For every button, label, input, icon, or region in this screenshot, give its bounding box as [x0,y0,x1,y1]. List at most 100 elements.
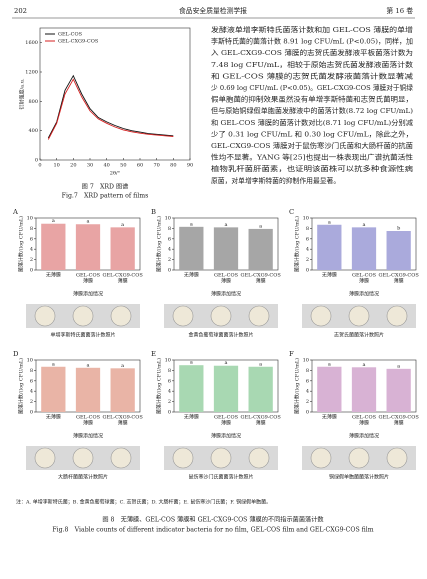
y-axis-label: 菌落计数/(log CFU/mL) [156,358,163,414]
data-line [47,74,174,139]
panel-label: A [12,208,18,216]
y-tick-label: 0 [306,268,309,274]
body-line: 少 0.69 log CFU/mL (P<0.05)。GEL-CXG9-COS … [211,83,413,92]
bar [317,224,342,270]
bar [179,226,204,270]
x-tick-label: 薄膜 [118,278,128,285]
y-axis-label: 菌落计数/(log CFU/mL) [18,358,25,414]
x-tick-label: 10 [53,163,59,169]
petri-dish [210,305,232,327]
y-tick-label: 4 [168,247,171,253]
panel-label: E [151,350,156,358]
photo-caption: 单增李斯特氏菌菌落计数照片 [50,332,115,339]
significance-letter: b [397,226,400,232]
fig7-caption-cn: 图 7 XRD 图谱 [82,183,129,191]
y-tick-label: 2 [168,257,171,263]
bar [179,365,204,412]
y-tick-label: 6 [306,236,309,242]
y-tick-label: 8 [306,226,309,232]
y-tick-label: 8 [30,226,33,232]
x-axis-label: 薄膜添加情况 [211,433,241,440]
x-axis-label: 薄膜添加情况 [211,291,241,298]
petri-dish [34,447,56,469]
x-axis-label: 薄膜添加情况 [349,433,379,440]
x-tick-label: GEL-COS [76,415,101,421]
y-tick-label: 6 [168,378,171,384]
bar [351,367,377,412]
petri-dish [72,305,94,327]
body-line: 发酵液单增李斯特氏菌落计数和加 GEL-COS 薄膜的单增 [211,25,413,34]
petri-dish [386,447,408,469]
bar [248,366,273,412]
significance-letter: a [363,362,366,368]
photo-caption: 鼠伤寒沙门氏菌菌落计数照片 [188,474,253,481]
x-tick-label: 80 [170,163,176,169]
bar [110,368,135,412]
x-tick-label: GEL-COS [76,273,101,279]
body-line: 原菌，对单增李斯特菌的抑制作用最显著。 [211,176,340,185]
significance-letter: a [121,222,124,228]
y-tick-label: 2 [30,399,33,405]
body-line: 和 GEL-COS 薄膜的菌落计数对比(8.71 log CFU/mL)分别减 [211,118,413,127]
body-line: GEL-CXG9-COS 薄膜对于鼠伤寒沙门氏菌和大肠杆菌的抗菌 [211,141,413,150]
page-number: 202 [14,7,27,15]
plot-frame [39,27,191,161]
x-tick-label: 薄膜 [394,278,404,285]
body-line: 假单胞菌的抑制效果虽然没有单增李斯特菌和志贺氏菌明显， [211,95,413,104]
petri-dish [210,447,232,469]
petri-dish [248,305,270,327]
x-tick-label: 20 [70,163,76,169]
x-tick-label: GEL-CXG9-COS [241,415,282,421]
petri-dish [310,305,332,327]
bar [41,366,66,412]
y-tick-label: 10 [303,216,309,222]
x-tick-label: 90 [187,163,193,169]
x-tick-label: 无薄膜 [184,272,199,279]
y-tick-label: 10 [165,216,171,222]
x-tick-label: 薄膜 [256,278,266,285]
y-tick-label: 4 [30,389,33,395]
y-tick-label: 4 [30,247,33,253]
significance-letter: a [363,222,366,228]
y-axis-label: 菌落计数/(log CFU/mL) [18,216,25,272]
x-tick-label: GEL-CXG9-COS [103,273,144,279]
bar [41,223,66,270]
x-tick-label: GEL-COS [352,273,377,279]
fig8-caption-cn: 图 8 无薄膜、GEL-COS 薄膜和 GEL-CXG9-COS 薄膜的不同指示… [102,516,324,524]
x-tick-label: 薄膜 [83,278,93,285]
y-tick-label: 4 [306,389,309,395]
legend-label: GEL-CXG9-COS [58,39,99,45]
significance-letter: a [397,363,400,369]
y-tick-label: 0 [168,268,171,274]
x-tick-label: 0 [38,163,41,169]
x-tick-label: GEL-COS [352,415,377,421]
y-tick-label: 4 [306,247,309,253]
y-tick-label: 8 [306,368,309,374]
body-line: 植物乳杆菌肝菌素，也证明该菌株可以抗多种食源性病 [211,164,413,173]
y-tick-label: 6 [168,236,171,242]
y-tick-label: 4 [168,389,171,395]
panel-label: D [13,350,19,358]
photo-caption: 志贺氏菌菌落计数照片 [334,332,384,339]
photo-caption: 金黄色葡萄球菌菌落计数照片 [188,332,253,339]
petri-dish [110,447,132,469]
data-line [47,78,174,140]
legend-label: GEL-COS [58,32,83,38]
x-tick-label: 薄膜 [394,420,404,427]
y-tick-label: 2 [168,399,171,405]
body-line: 7.48 log CFU/mL，相较于原始志贺氏菌发酵液菌落计数 [211,60,413,69]
x-axis-label: 薄膜添加情况 [349,291,379,298]
body-line: 少了 0.31 log CFU/mL 和 0.30 log CFU/mL，除此之… [211,129,413,138]
y-tick-label: 10 [303,358,309,364]
significance-letter: a [52,218,55,224]
fig8-note: 注：A. 单增李斯特氏菌；B. 金黄色葡萄球菌；C. 志贺氏菌；D. 大肠杆菌；… [16,499,271,506]
x-tick-label: 无薄膜 [322,414,337,421]
x-tick-label: 薄膜 [359,420,369,427]
x-tick-label: GEL-CXG9-COS [241,273,282,279]
x-tick-label: 薄膜 [221,420,231,427]
petri-dish [72,447,94,469]
panel-label: B [151,208,156,216]
fig8-caption-en: Fig.8 Viable counts of different indicat… [52,527,373,534]
petri-dish [348,305,370,327]
y-tick-label: 0 [306,410,309,416]
